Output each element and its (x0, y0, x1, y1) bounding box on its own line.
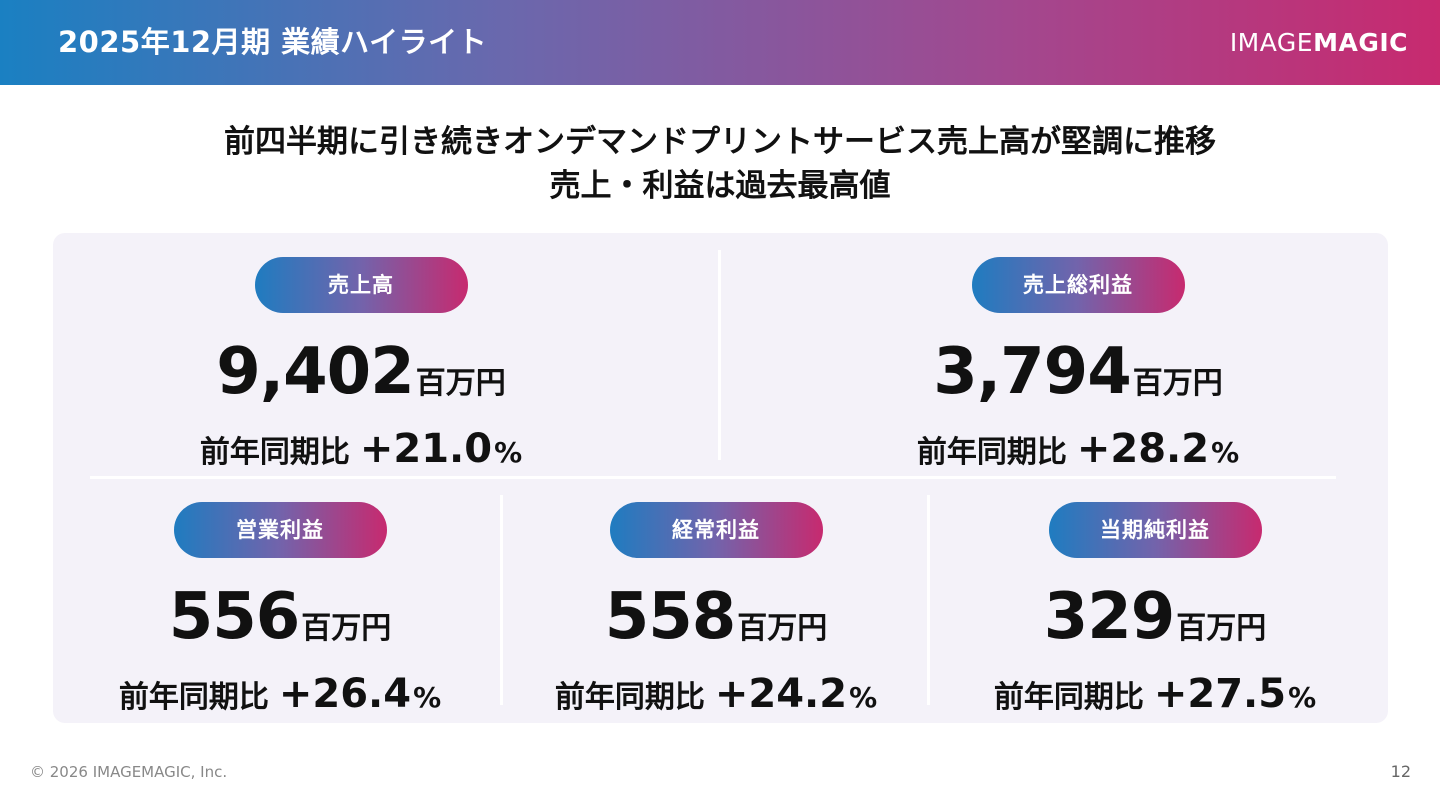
page-title: 2025年12月期 業績ハイライト (58, 25, 488, 59)
metric-yoy-line: 前年同期比 +24.2% (508, 670, 924, 726)
metric-value-line: 329百万円 (947, 584, 1363, 666)
yoy-percent: % (413, 681, 442, 714)
yoy-label: 前年同期比 (118, 680, 269, 715)
yoy-value: +24.2 (714, 671, 848, 717)
yoy-label: 前年同期比 (199, 435, 350, 470)
metric-unit: 百万円 (737, 611, 828, 646)
metric-net-income: 当期純利益 329百万円 前年同期比 +27.5% (947, 502, 1363, 726)
divider-vertical-bottom-right (927, 495, 930, 705)
metric-value: 556 (168, 580, 301, 654)
metric-value-line: 3,794百万円 (870, 339, 1286, 421)
metric-label-pill: 売上総利益 (971, 257, 1185, 313)
metric-yoy-line: 前年同期比 +28.2% (870, 425, 1286, 481)
headline: 前四半期に引き続きオンデマンドプリントサービス売上高が堅調に推移 売上・利益は過… (0, 120, 1440, 208)
yoy-value: +26.4 (278, 671, 412, 717)
metric-net-sales: 売上高 9,402百万円 前年同期比 +21.0% (153, 257, 569, 481)
metric-yoy-line: 前年同期比 +26.4% (72, 670, 488, 726)
logo-text-image: IMAGE (1229, 28, 1314, 57)
divider-vertical-bottom-left (500, 495, 503, 705)
page-number: 12 (1390, 762, 1411, 781)
yoy-label: 前年同期比 (993, 680, 1144, 715)
metric-value: 329 (1043, 580, 1176, 654)
metric-unit: 百万円 (301, 611, 392, 646)
headline-line-1: 前四半期に引き続きオンデマンドプリントサービス売上高が堅調に推移 (224, 124, 1216, 160)
metrics-panel: 売上高 9,402百万円 前年同期比 +21.0% 売上総利益 3,794百万円 … (53, 233, 1388, 723)
divider-horizontal (90, 476, 1336, 479)
yoy-label: 前年同期比 (554, 680, 705, 715)
yoy-percent: % (1288, 681, 1317, 714)
metric-value: 9,402 (216, 335, 414, 409)
yoy-value: +28.2 (1076, 426, 1210, 472)
copyright-text: © 2026 IMAGEMAGIC, Inc. (30, 763, 228, 781)
logo-text-magic: MAGIC (1313, 28, 1408, 57)
yoy-value: +27.5 (1153, 671, 1287, 717)
metric-ordinary-profit: 経常利益 558百万円 前年同期比 +24.2% (508, 502, 924, 726)
company-logo: IMAGEMAGIC (1230, 27, 1408, 59)
metric-unit: 百万円 (415, 366, 506, 401)
yoy-value: +21.0 (359, 426, 493, 472)
metric-value-line: 558百万円 (508, 584, 924, 666)
metric-yoy-line: 前年同期比 +21.0% (153, 425, 569, 481)
metric-value-line: 9,402百万円 (153, 339, 569, 421)
yoy-percent: % (494, 436, 523, 469)
metric-gross-profit: 売上総利益 3,794百万円 前年同期比 +28.2% (870, 257, 1286, 481)
divider-vertical-top (718, 250, 721, 460)
metric-unit: 百万円 (1176, 611, 1267, 646)
metric-label-pill: 経常利益 (609, 502, 823, 558)
metric-value: 558 (604, 580, 737, 654)
metric-value-line: 556百万円 (72, 584, 488, 666)
metric-unit: 百万円 (1132, 366, 1223, 401)
metric-label-pill: 当期純利益 (1048, 502, 1262, 558)
header-bar: 2025年12月期 業績ハイライト IMAGEMAGIC (0, 0, 1440, 85)
metric-yoy-line: 前年同期比 +27.5% (947, 670, 1363, 726)
headline-line-2: 売上・利益は過去最高値 (549, 168, 891, 204)
metric-value: 3,794 (933, 335, 1131, 409)
metric-label-pill: 営業利益 (173, 502, 387, 558)
yoy-label: 前年同期比 (916, 435, 1067, 470)
metric-operating-profit: 営業利益 556百万円 前年同期比 +26.4% (72, 502, 488, 726)
yoy-percent: % (849, 681, 878, 714)
metric-label-pill: 売上高 (254, 257, 468, 313)
yoy-percent: % (1211, 436, 1240, 469)
